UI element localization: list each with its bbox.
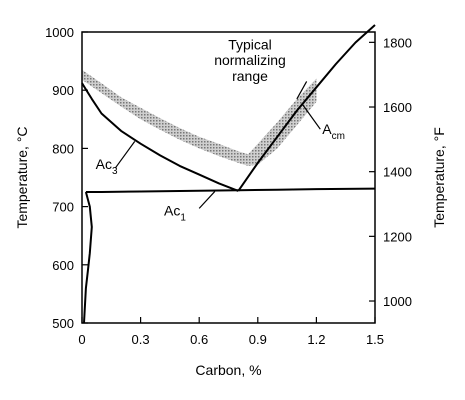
x-axis-ticks: 0 0.3 0.6 0.9 1.2 1.5 <box>78 317 384 347</box>
plot-frame <box>81 31 376 324</box>
y2-axis-ticks: 1000 1200 1400 1600 1800 <box>369 35 412 309</box>
y-tick-label: 700 <box>52 200 74 215</box>
y-axis-ticks: 500 600 700 800 900 1000 <box>45 25 88 331</box>
series-line-boundary <box>83 191 93 324</box>
x-tick-label: 1.2 <box>307 332 325 347</box>
x-tick-label: 0.9 <box>249 332 267 347</box>
acm-leader <box>302 104 321 130</box>
y2-tick-label: 1600 <box>383 100 412 115</box>
x-tick-label: 0.6 <box>190 332 208 347</box>
band-label-1: Typical <box>228 36 272 52</box>
acm-label: Acm <box>322 121 345 142</box>
ac1-label: Ac1 <box>164 202 186 223</box>
band-leader <box>296 81 308 100</box>
y-tick-label: 600 <box>52 258 74 273</box>
series-line-ac3 <box>81 82 239 192</box>
ac1-leader <box>198 191 216 209</box>
band-label-2: normalizing <box>214 52 286 68</box>
leader-layer <box>114 81 321 209</box>
x-tick-label: 0.3 <box>132 332 150 347</box>
y-tick-label: 500 <box>52 316 74 331</box>
normalizing-range-band <box>82 69 317 166</box>
x-tick-label: 0 <box>78 332 85 347</box>
series-line-ac1 <box>85 187 376 193</box>
y-tick-label: 800 <box>52 141 74 156</box>
y2-axis-title: Temperature, °F <box>431 127 447 228</box>
y-tick-label: 1000 <box>45 25 74 40</box>
series-line-acm <box>237 24 376 192</box>
y-axis-title: Temperature, °C <box>14 126 30 228</box>
y2-tick-label: 1000 <box>383 294 412 309</box>
y2-tick-label: 1800 <box>383 35 412 50</box>
x-tick-label: 1.5 <box>366 332 384 347</box>
ac3-leader <box>114 141 136 169</box>
ac3-label: Ac3 <box>96 156 118 177</box>
series-layer <box>81 24 376 324</box>
band-label-3: range <box>232 68 268 84</box>
x-axis-title: Carbon, % <box>195 362 261 378</box>
normalizing-band-layer <box>82 69 317 166</box>
y-tick-label: 900 <box>52 83 74 98</box>
y2-tick-label: 1400 <box>383 165 412 180</box>
y2-tick-label: 1200 <box>383 229 412 244</box>
